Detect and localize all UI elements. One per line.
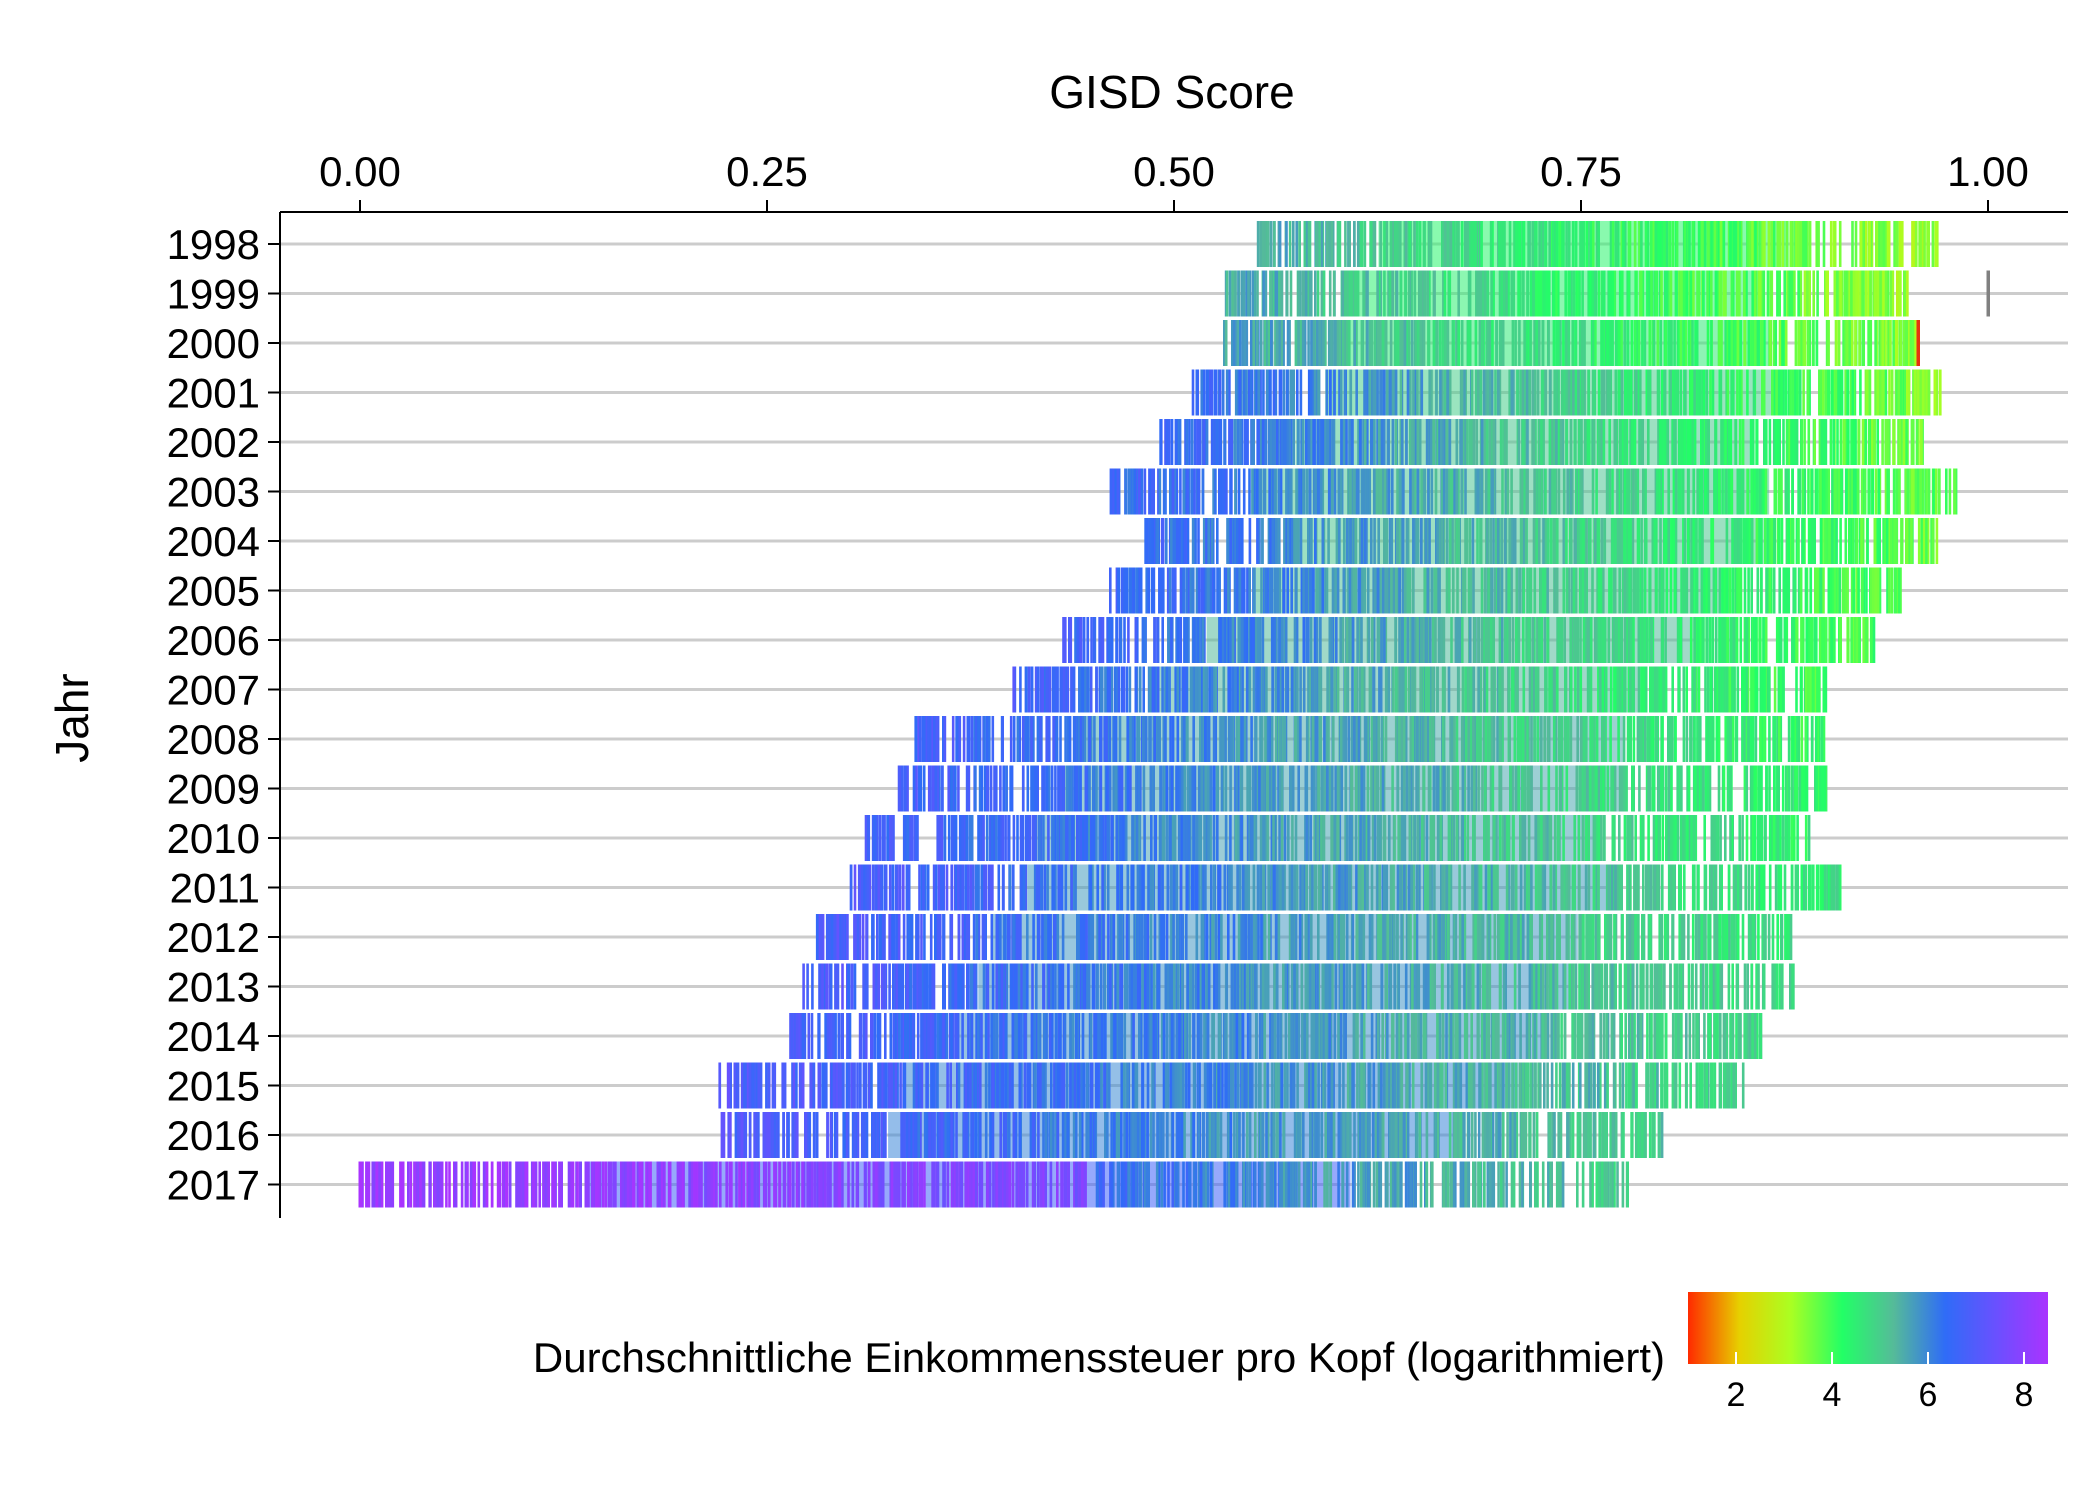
y-tick-label-1999: 1999 [167,271,260,318]
y-tick-label-2017: 2017 [167,1162,260,1209]
y-tick-label-2006: 2006 [167,617,260,664]
strip-2017 [361,1161,1629,1208]
y-tick-label-2000: 2000 [167,320,260,367]
outlier-mark-2017-7 [638,1161,643,1208]
y-tick-label-2004: 2004 [167,518,260,565]
x-tick-label-3: 0.75 [1540,148,1622,195]
x-tick-label-4: 1.00 [1947,148,2029,195]
y-tick-label-2011: 2011 [170,865,260,912]
strip-2016 [720,1112,1664,1158]
colorbar-tick-label-1: 4 [1823,1376,1842,1414]
strip-2007 [1012,666,1828,713]
colorbar-tick-label-3: 8 [2015,1376,2034,1414]
strip-2011 [849,864,1842,911]
colorbar-tick-label-2: 6 [1919,1376,1938,1414]
strip-2003 [1109,468,1958,515]
outlier-mark-2017-9 [667,1161,672,1208]
strip-2000 [1223,320,1919,366]
y-tick-label-2009: 2009 [167,766,260,813]
axes: 0.00 0.25 0.50 0.75 1.00 19981999200020012002… [167,148,2068,1218]
outlier-mark-2017-5 [594,1161,599,1208]
y-tick-label-2013: 2013 [167,964,260,1011]
strip-2013 [802,963,1795,1010]
strip-2004 [1144,518,1939,564]
y-tick-label-1998: 1998 [167,221,260,268]
colorbar-legend: Durchschnittliche Einkommenssteuer pro K… [533,1292,2048,1414]
x-tick-label-2: 0.50 [1133,148,1215,195]
strip-2002 [1159,419,1924,465]
y-tick-label-2003: 2003 [167,469,260,516]
outlier-mark-2011-2 [1835,864,1839,911]
y-tick-label-2001: 2001 [167,370,260,417]
y-tick-label-2010: 2010 [167,815,260,862]
strip-2001 [1191,369,1942,416]
outlier-mark-1999-0 [1986,270,1990,317]
y-tick-label-2005: 2005 [167,568,260,615]
outlier-mark-2017-8 [648,1161,652,1208]
strip-2005 [1109,567,1902,614]
colorbar-ticks: 2 4 6 8 [1727,1352,2034,1414]
y-axis-title: Jahr [46,673,98,762]
strip-1998 [1256,221,1939,267]
y-tick-label-2012: 2012 [167,914,260,961]
strip-2009 [897,765,1828,812]
outlier-mark-2017-3 [358,1161,362,1208]
strip-2012 [815,914,1793,960]
data-strips [358,221,1990,1208]
y-tick-label-2014: 2014 [167,1013,260,1060]
strip-2015 [718,1062,1745,1109]
x-tick-label-1: 0.25 [726,148,808,195]
y-tick-label-2007: 2007 [167,667,260,714]
x-axis-title: GISD Score [1049,66,1294,118]
strip-2010 [864,815,1811,861]
colorbar-title: Durchschnittliche Einkommenssteuer pro K… [533,1334,1665,1381]
y-tick-label-2015: 2015 [167,1063,260,1110]
colorbar [1688,1292,2048,1364]
y-tick-label-2008: 2008 [167,716,260,763]
strip-2006 [1062,617,1876,663]
outlier-mark-2017-6 [632,1161,636,1208]
outlier-mark-2000-1 [1916,320,1920,366]
strip-1999 [1224,270,1909,317]
strip-2014 [789,1013,1763,1059]
y-tick-label-2016: 2016 [167,1112,260,1159]
x-tick-label-0: 0.00 [319,148,401,195]
colorbar-tick-label-0: 2 [1727,1376,1746,1414]
y-tick-label-2002: 2002 [167,419,260,466]
outlier-mark-2017-4 [505,1161,509,1208]
strip-2008 [914,716,1826,762]
